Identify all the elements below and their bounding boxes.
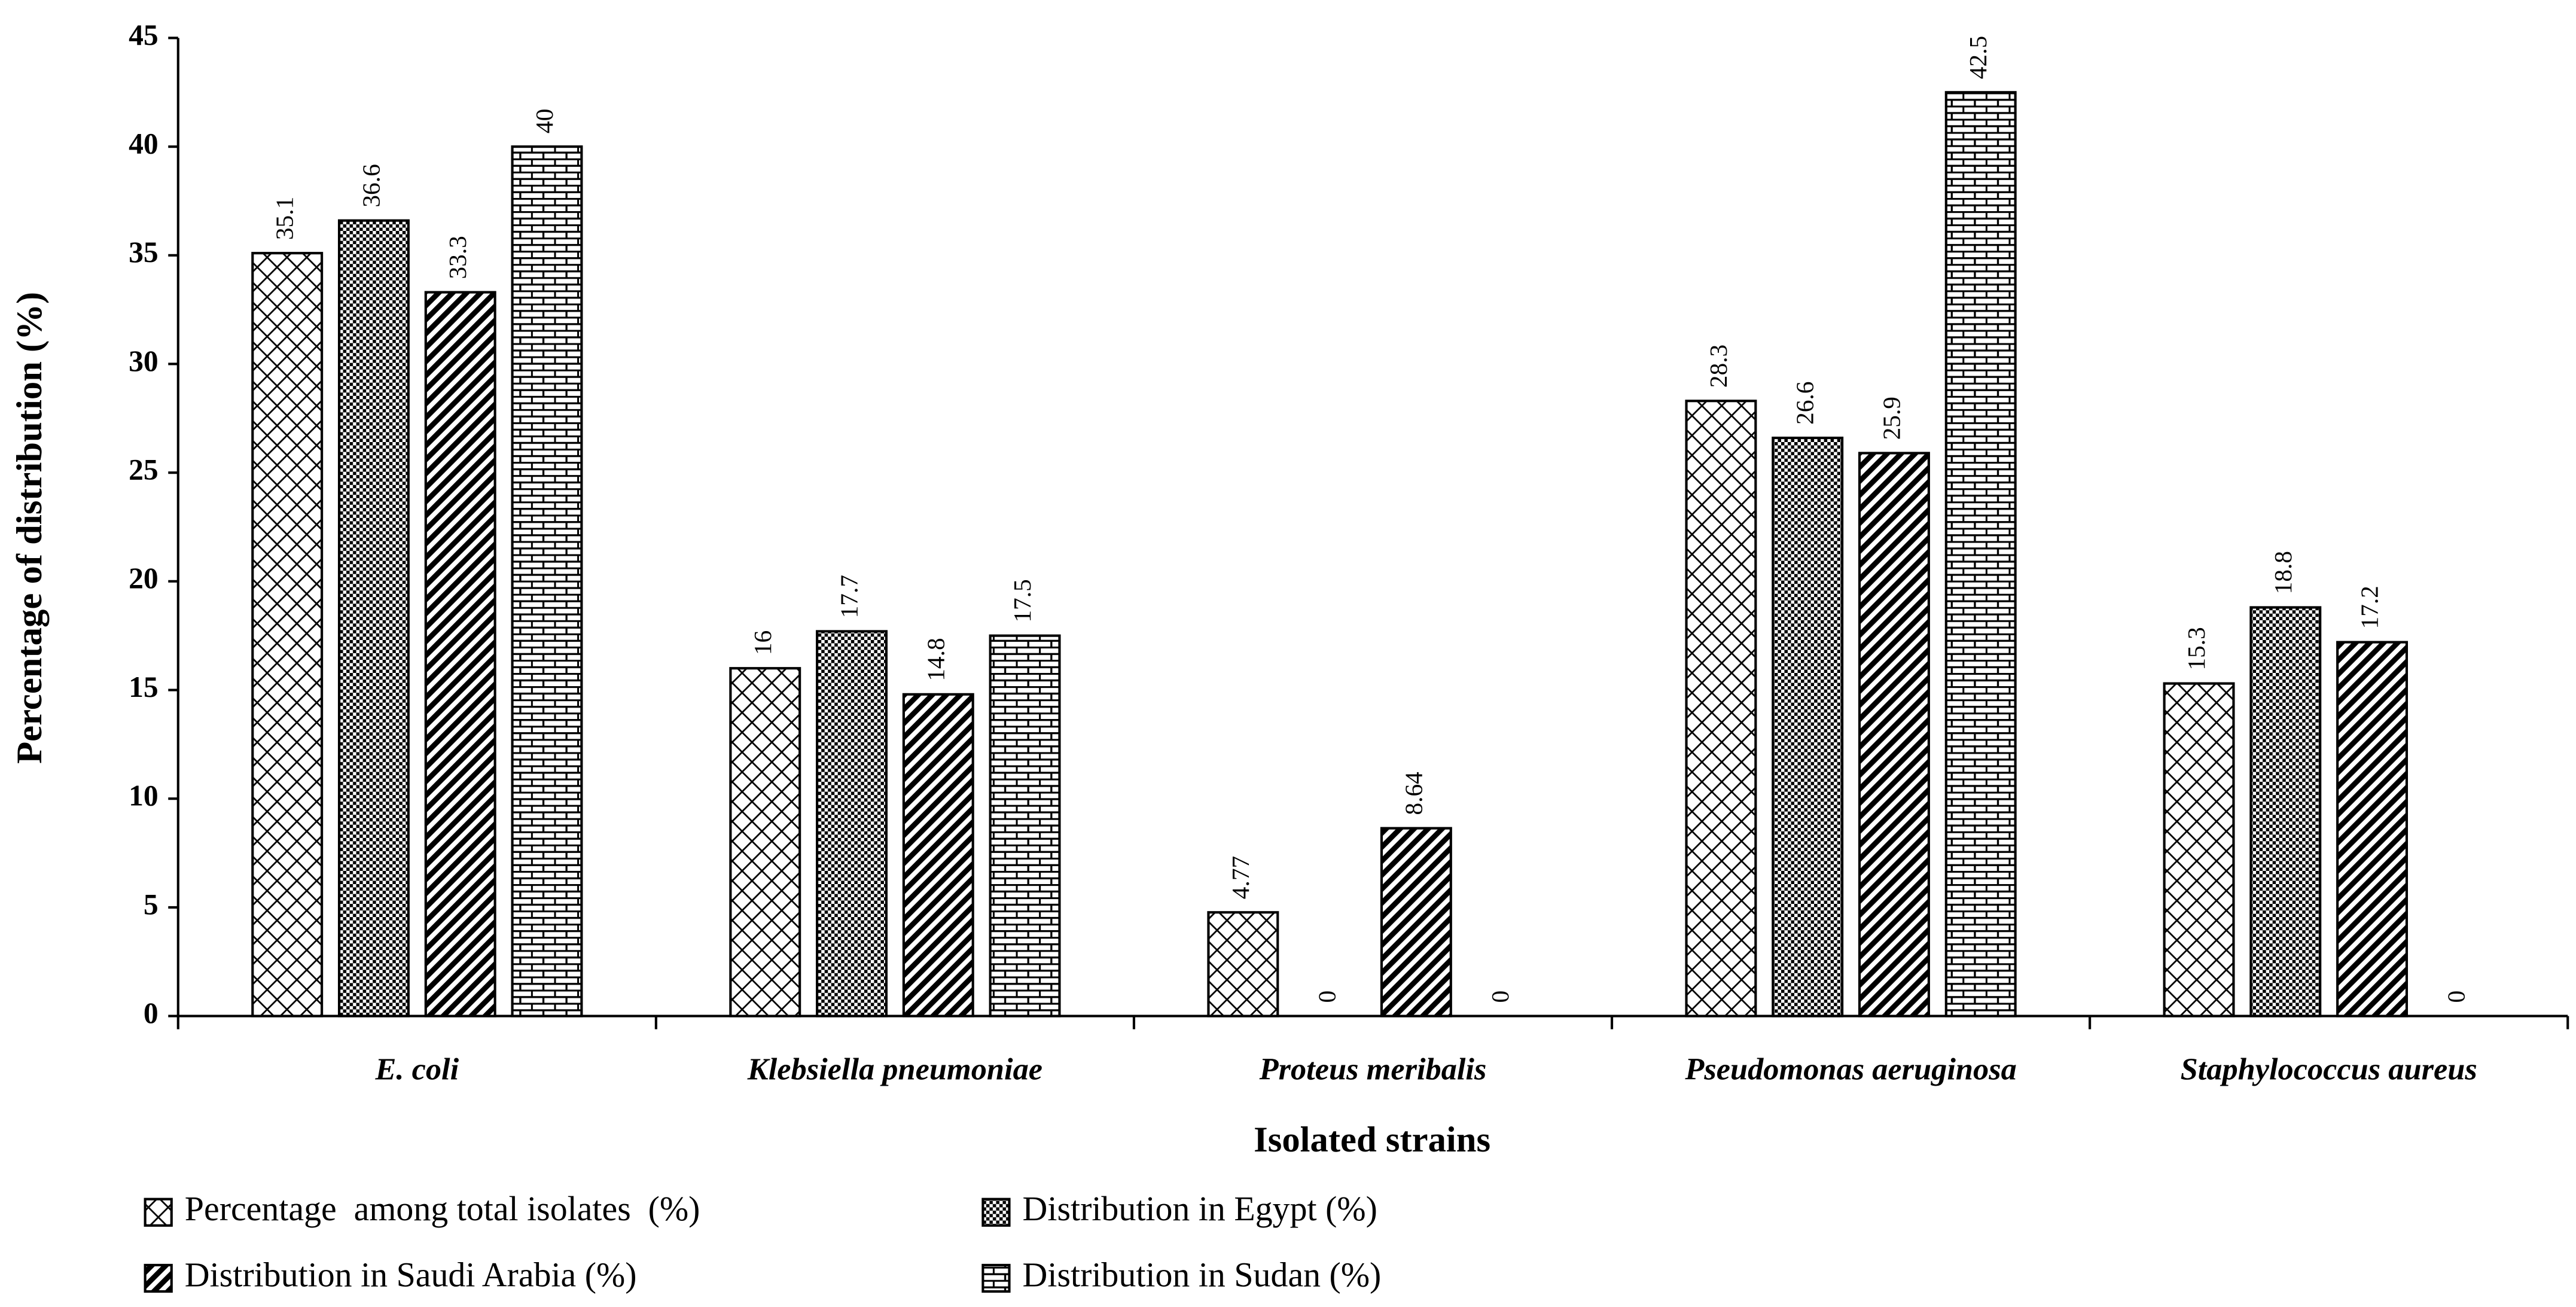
y-tick-label: 0 — [144, 997, 158, 1029]
value-label: 0 — [2442, 991, 2470, 1003]
x-tick-label: Proteus meribalis — [1259, 1052, 1487, 1086]
legend-swatch — [981, 1198, 1011, 1227]
value-label: 4.77 — [1227, 856, 1254, 899]
bar — [1944, 91, 2017, 1017]
bar — [816, 630, 888, 1017]
bar — [902, 693, 974, 1017]
value-label: 25.9 — [1877, 397, 1905, 440]
value-label: 15.3 — [2182, 627, 2210, 670]
bar — [337, 219, 410, 1017]
legend-label: Percentage among total isolates (%) — [185, 1189, 700, 1228]
value-label: 36.6 — [357, 164, 385, 207]
legend-swatch — [144, 1198, 173, 1227]
x-tick-label: E. coli — [375, 1052, 459, 1086]
legend-label: Distribution in Egypt (%) — [1023, 1189, 1377, 1228]
x-axis-title: Isolated strains — [1254, 1120, 1490, 1160]
value-label: 17.2 — [2356, 586, 2383, 629]
bar — [2249, 606, 2322, 1017]
y-tick-label: 45 — [129, 19, 158, 51]
bar — [1380, 827, 1452, 1017]
value-label: 14.8 — [922, 638, 949, 681]
y-tick-label: 20 — [129, 562, 158, 595]
y-tick-label: 35 — [129, 236, 158, 269]
value-label: 0 — [1486, 991, 1514, 1003]
bar — [989, 634, 1061, 1017]
legend-swatch — [981, 1263, 1011, 1293]
value-label: 18.8 — [2269, 551, 2297, 594]
value-label: 33.3 — [444, 236, 471, 279]
bar — [1207, 911, 1279, 1017]
value-label: 40 — [531, 109, 558, 133]
bar — [2163, 682, 2235, 1017]
bar — [1858, 452, 1930, 1017]
bar — [424, 291, 496, 1017]
bar — [2336, 641, 2409, 1017]
value-label: 35.1 — [271, 197, 298, 240]
bar — [251, 252, 324, 1017]
y-tick-label: 30 — [129, 345, 158, 377]
x-tick-label: Klebsiella pneumoniae — [747, 1052, 1042, 1086]
x-tick-label: Pseudomonas aeruginosa — [1684, 1052, 2016, 1086]
bar — [729, 667, 801, 1017]
legend-label: Distribution in Sudan (%) — [1023, 1255, 1382, 1294]
y-tick-label: 15 — [129, 671, 158, 703]
y-tick-label: 40 — [129, 127, 158, 160]
bar — [1685, 400, 1757, 1017]
x-tick-label: Staphylococcus aureus — [2181, 1052, 2477, 1086]
y-tick-label: 25 — [129, 453, 158, 486]
value-label: 17.5 — [1008, 579, 1036, 622]
bar — [1772, 436, 1844, 1017]
y-tick-label: 10 — [129, 779, 158, 812]
value-label: 28.3 — [1705, 345, 1732, 388]
legend-label: Distribution in Saudi Arabia (%) — [185, 1255, 637, 1294]
y-tick-label: 5 — [144, 888, 158, 921]
value-label: 8.64 — [1400, 772, 1427, 815]
bar — [511, 145, 583, 1017]
value-label: 26.6 — [1791, 382, 1819, 425]
value-label: 16 — [749, 630, 776, 655]
y-axis-title: Percentage of distribution (%) — [10, 292, 50, 764]
value-label: 42.5 — [1964, 36, 1992, 79]
value-label: 0 — [1313, 991, 1341, 1003]
legend-swatch — [144, 1263, 173, 1293]
value-label: 17.7 — [836, 575, 863, 618]
